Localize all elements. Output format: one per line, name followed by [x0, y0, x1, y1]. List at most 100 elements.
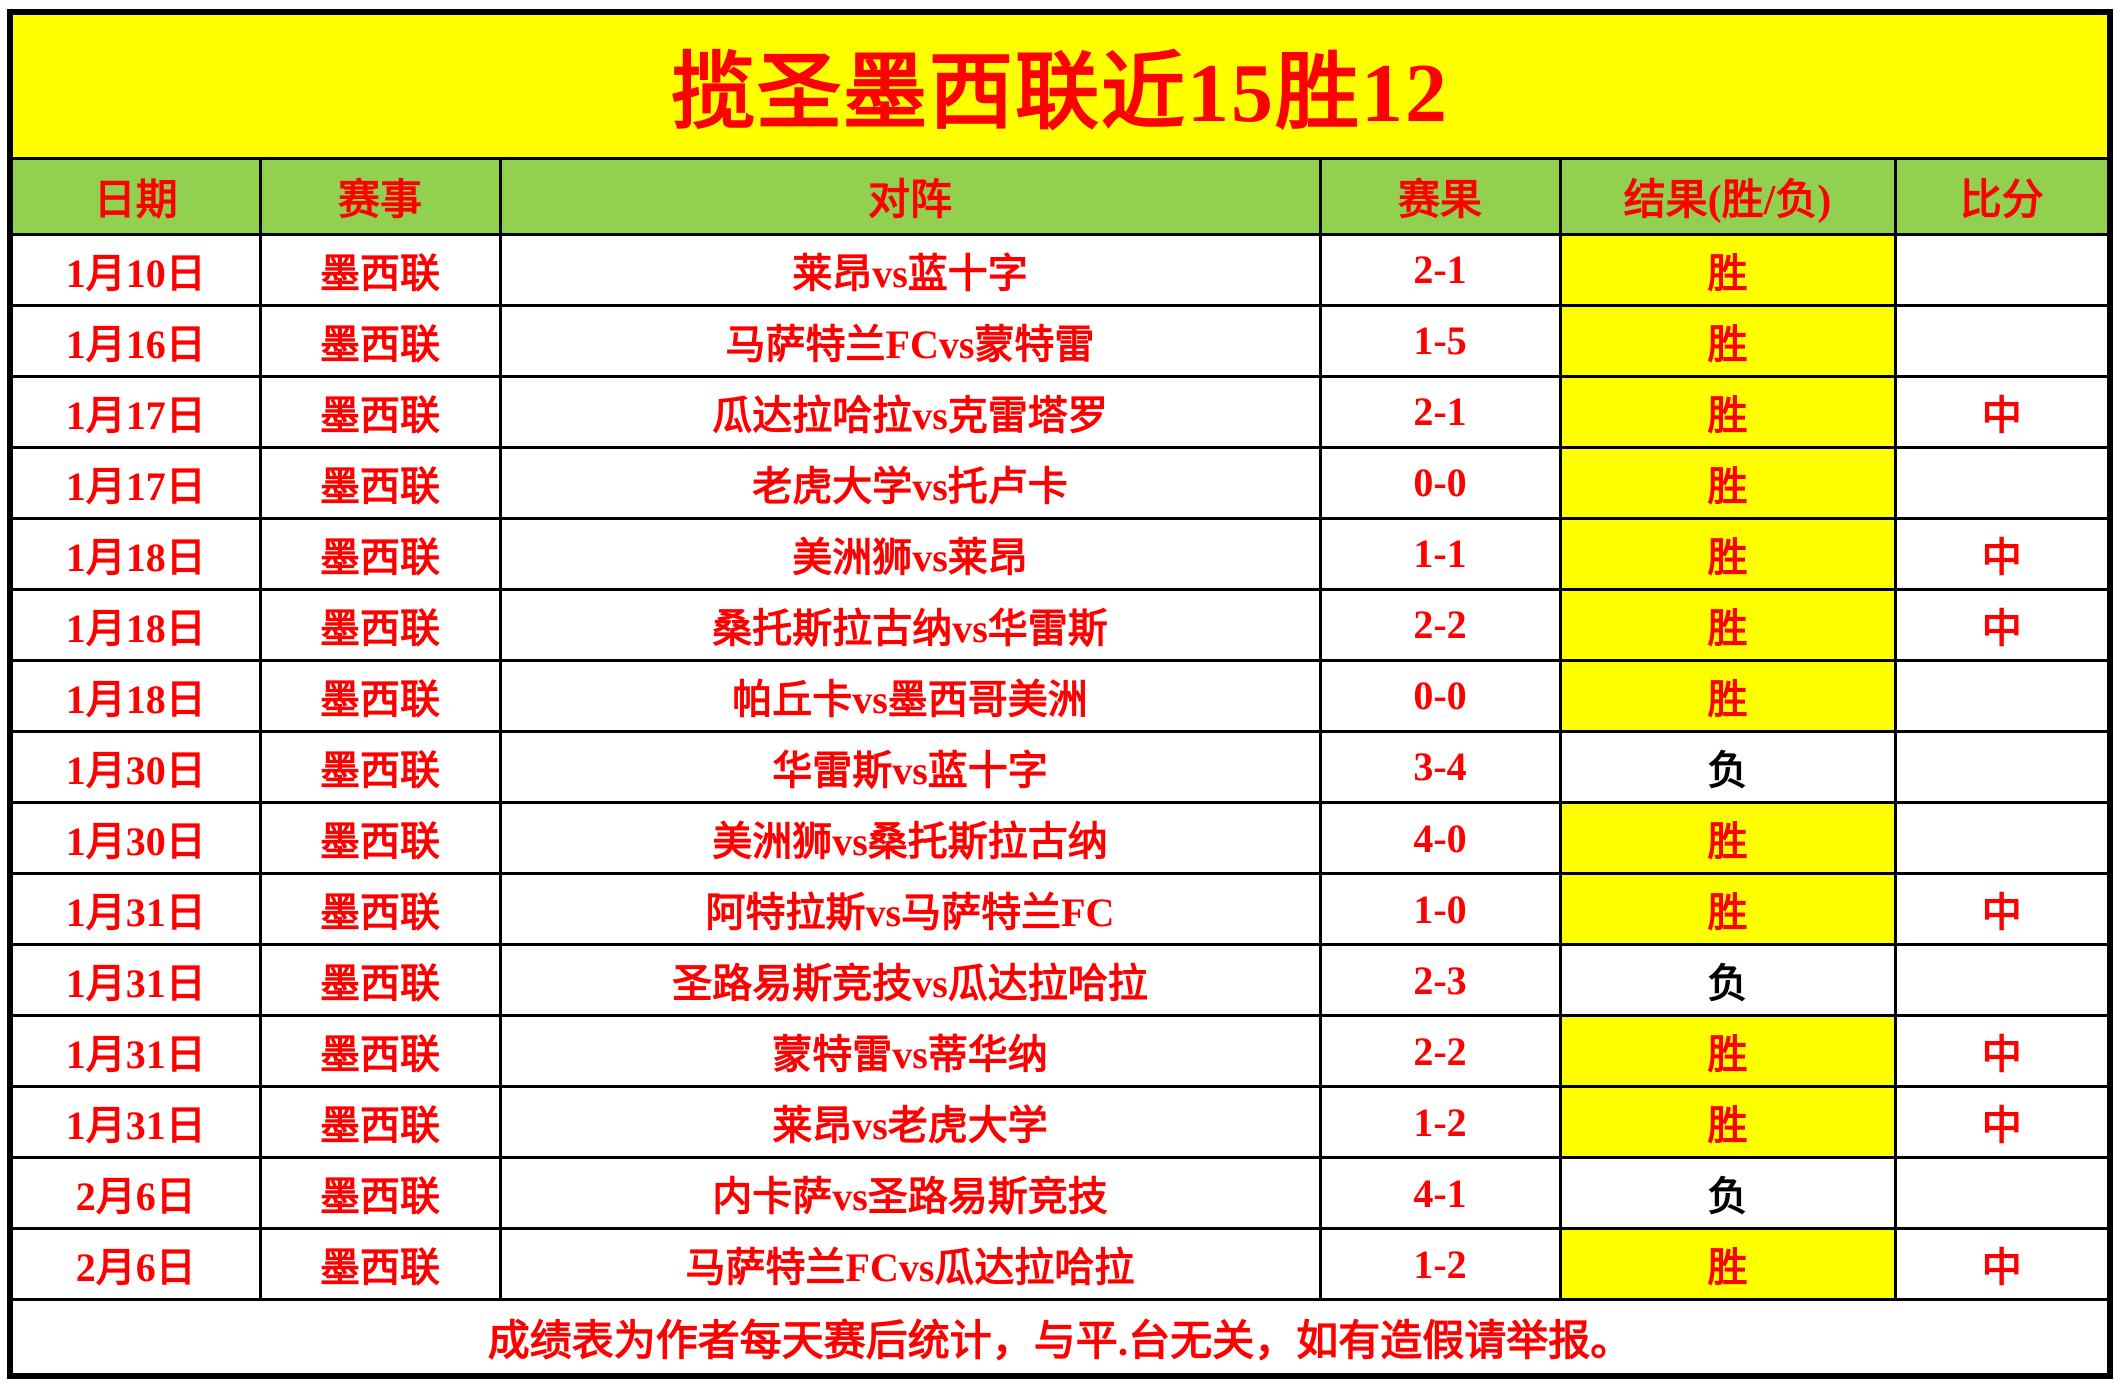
hit-cell — [1893, 729, 2112, 805]
match-cell: 帕丘卡vs墨西哥美洲 — [498, 658, 1322, 733]
league-cell: 墨西联 — [258, 1085, 502, 1160]
column-header-match: 对阵 — [498, 156, 1322, 236]
table-row: 1月31日 墨西联 蒙特雷vs蒂华纳 2-2 胜 中 — [8, 1014, 2112, 1089]
date-cell: 1月31日 — [8, 943, 262, 1018]
score-cell: 4-0 — [1318, 801, 1562, 876]
date-cell: 1月18日 — [8, 587, 262, 662]
league-cell: 墨西联 — [258, 1156, 502, 1231]
result-cell: 胜 — [1558, 1014, 1897, 1089]
league-cell: 墨西联 — [258, 587, 502, 662]
score-cell: 2-1 — [1318, 232, 1562, 307]
hit-cell — [1893, 303, 2112, 378]
date-cell: 1月17日 — [8, 374, 262, 449]
date-cell: 1月30日 — [8, 729, 262, 805]
hit-cell — [1893, 801, 2112, 876]
date-cell: 1月31日 — [8, 872, 262, 947]
score-cell: 4-1 — [1318, 1156, 1562, 1231]
result-cell: 负 — [1558, 943, 1897, 1018]
table-row: 1月17日 墨西联 老虎大学vs托卢卡 0-0 胜 — [8, 445, 2112, 520]
league-cell: 墨西联 — [258, 374, 502, 449]
result-cell: 胜 — [1558, 374, 1897, 449]
header-row: 日期 赛事 对阵 赛果 结果(胜/负) 比分 — [8, 156, 2112, 236]
hit-cell: 中 — [1893, 872, 2112, 947]
table-row: 1月31日 墨西联 阿特拉斯vs马萨特兰FC 1-0 胜 中 — [8, 872, 2112, 947]
table-row: 1月18日 墨西联 桑托斯拉古纳vs华雷斯 2-2 胜 中 — [8, 587, 2112, 662]
results-table: 揽圣墨西联近15胜12 日期 赛事 对阵 赛果 结果(胜/负) 比分 1月10日… — [7, 9, 2114, 1379]
match-cell: 蒙特雷vs蒂华纳 — [498, 1014, 1322, 1089]
match-cell: 马萨特兰FCvs蒙特雷 — [498, 303, 1322, 378]
match-cell: 瓜达拉哈拉vs克雷塔罗 — [498, 374, 1322, 449]
league-cell: 墨西联 — [258, 445, 502, 520]
hit-cell: 中 — [1893, 1085, 2112, 1160]
match-cell: 莱昂vs蓝十字 — [498, 232, 1322, 307]
league-cell: 墨西联 — [258, 729, 502, 805]
score-cell: 1-1 — [1318, 516, 1562, 591]
match-cell: 华雷斯vs蓝十字 — [498, 729, 1322, 805]
match-cell: 阿特拉斯vs马萨特兰FC — [498, 872, 1322, 947]
date-cell: 1月30日 — [8, 801, 262, 876]
match-cell: 桑托斯拉古纳vs华雷斯 — [498, 587, 1322, 662]
hit-cell: 中 — [1893, 587, 2112, 662]
column-header-league: 赛事 — [258, 156, 502, 236]
date-cell: 1月31日 — [8, 1014, 262, 1089]
result-cell: 负 — [1558, 1156, 1897, 1231]
hit-cell — [1893, 658, 2112, 733]
table-row: 1月10日 墨西联 莱昂vs蓝十字 2-1 胜 — [8, 232, 2112, 307]
result-cell: 胜 — [1558, 801, 1897, 876]
hit-cell — [1893, 232, 2112, 307]
table-row: 1月18日 墨西联 帕丘卡vs墨西哥美洲 0-0 胜 — [8, 658, 2112, 733]
footer-note: 成绩表为作者每天赛后统计，与平.台无关，如有造假请举报。 — [8, 1298, 2112, 1378]
table-row: 2月6日 墨西联 内卡萨vs圣路易斯竞技 4-1 负 — [8, 1156, 2112, 1231]
hit-cell: 中 — [1893, 1227, 2112, 1302]
result-cell: 胜 — [1558, 303, 1897, 378]
league-cell: 墨西联 — [258, 658, 502, 733]
column-header-hit: 比分 — [1893, 156, 2112, 236]
match-cell: 莱昂vs老虎大学 — [498, 1085, 1322, 1160]
score-cell: 3-4 — [1318, 729, 1562, 805]
hit-cell: 中 — [1893, 1014, 2112, 1089]
hit-cell: 中 — [1893, 516, 2112, 591]
column-header-result: 结果(胜/负) — [1558, 156, 1897, 236]
match-cell: 美洲狮vs莱昂 — [498, 516, 1322, 591]
score-cell: 1-2 — [1318, 1227, 1562, 1302]
hit-cell — [1893, 1156, 2112, 1231]
match-cell: 圣路易斯竞技vs瓜达拉哈拉 — [498, 943, 1322, 1018]
score-cell: 1-2 — [1318, 1085, 1562, 1160]
result-cell: 胜 — [1558, 1227, 1897, 1302]
result-cell: 胜 — [1558, 587, 1897, 662]
league-cell: 墨西联 — [258, 1227, 502, 1302]
date-cell: 1月16日 — [8, 303, 262, 378]
result-cell: 负 — [1558, 729, 1897, 805]
score-cell: 2-1 — [1318, 374, 1562, 449]
hit-cell — [1893, 943, 2112, 1018]
table-row: 1月30日 墨西联 华雷斯vs蓝十字 3-4 负 — [8, 729, 2112, 805]
result-cell: 胜 — [1558, 516, 1897, 591]
footer-row: 成绩表为作者每天赛后统计，与平.台无关，如有造假请举报。 — [8, 1298, 2112, 1378]
table-row: 1月31日 墨西联 莱昂vs老虎大学 1-2 胜 中 — [8, 1085, 2112, 1160]
league-cell: 墨西联 — [258, 516, 502, 591]
score-cell: 2-2 — [1318, 587, 1562, 662]
league-cell: 墨西联 — [258, 303, 502, 378]
result-cell: 胜 — [1558, 232, 1897, 307]
result-cell: 胜 — [1558, 872, 1897, 947]
date-cell: 1月18日 — [8, 658, 262, 733]
league-cell: 墨西联 — [258, 1014, 502, 1089]
date-cell: 2月6日 — [8, 1156, 262, 1231]
league-cell: 墨西联 — [258, 943, 502, 1018]
date-cell: 1月31日 — [8, 1085, 262, 1160]
date-cell: 1月17日 — [8, 445, 262, 520]
match-cell: 马萨特兰FCvs瓜达拉哈拉 — [498, 1227, 1322, 1302]
column-header-score: 赛果 — [1318, 156, 1562, 236]
hit-cell: 中 — [1893, 374, 2112, 449]
column-header-date: 日期 — [8, 156, 262, 236]
league-cell: 墨西联 — [258, 872, 502, 947]
match-cell: 美洲狮vs桑托斯拉古纳 — [498, 801, 1322, 876]
score-cell: 0-0 — [1318, 445, 1562, 520]
score-cell: 2-2 — [1318, 1014, 1562, 1089]
league-cell: 墨西联 — [258, 232, 502, 307]
score-cell: 0-0 — [1318, 658, 1562, 733]
table-title: 揽圣墨西联近15胜12 — [8, 10, 2112, 160]
result-cell: 胜 — [1558, 445, 1897, 520]
table-row: 1月16日 墨西联 马萨特兰FCvs蒙特雷 1-5 胜 — [8, 303, 2112, 378]
